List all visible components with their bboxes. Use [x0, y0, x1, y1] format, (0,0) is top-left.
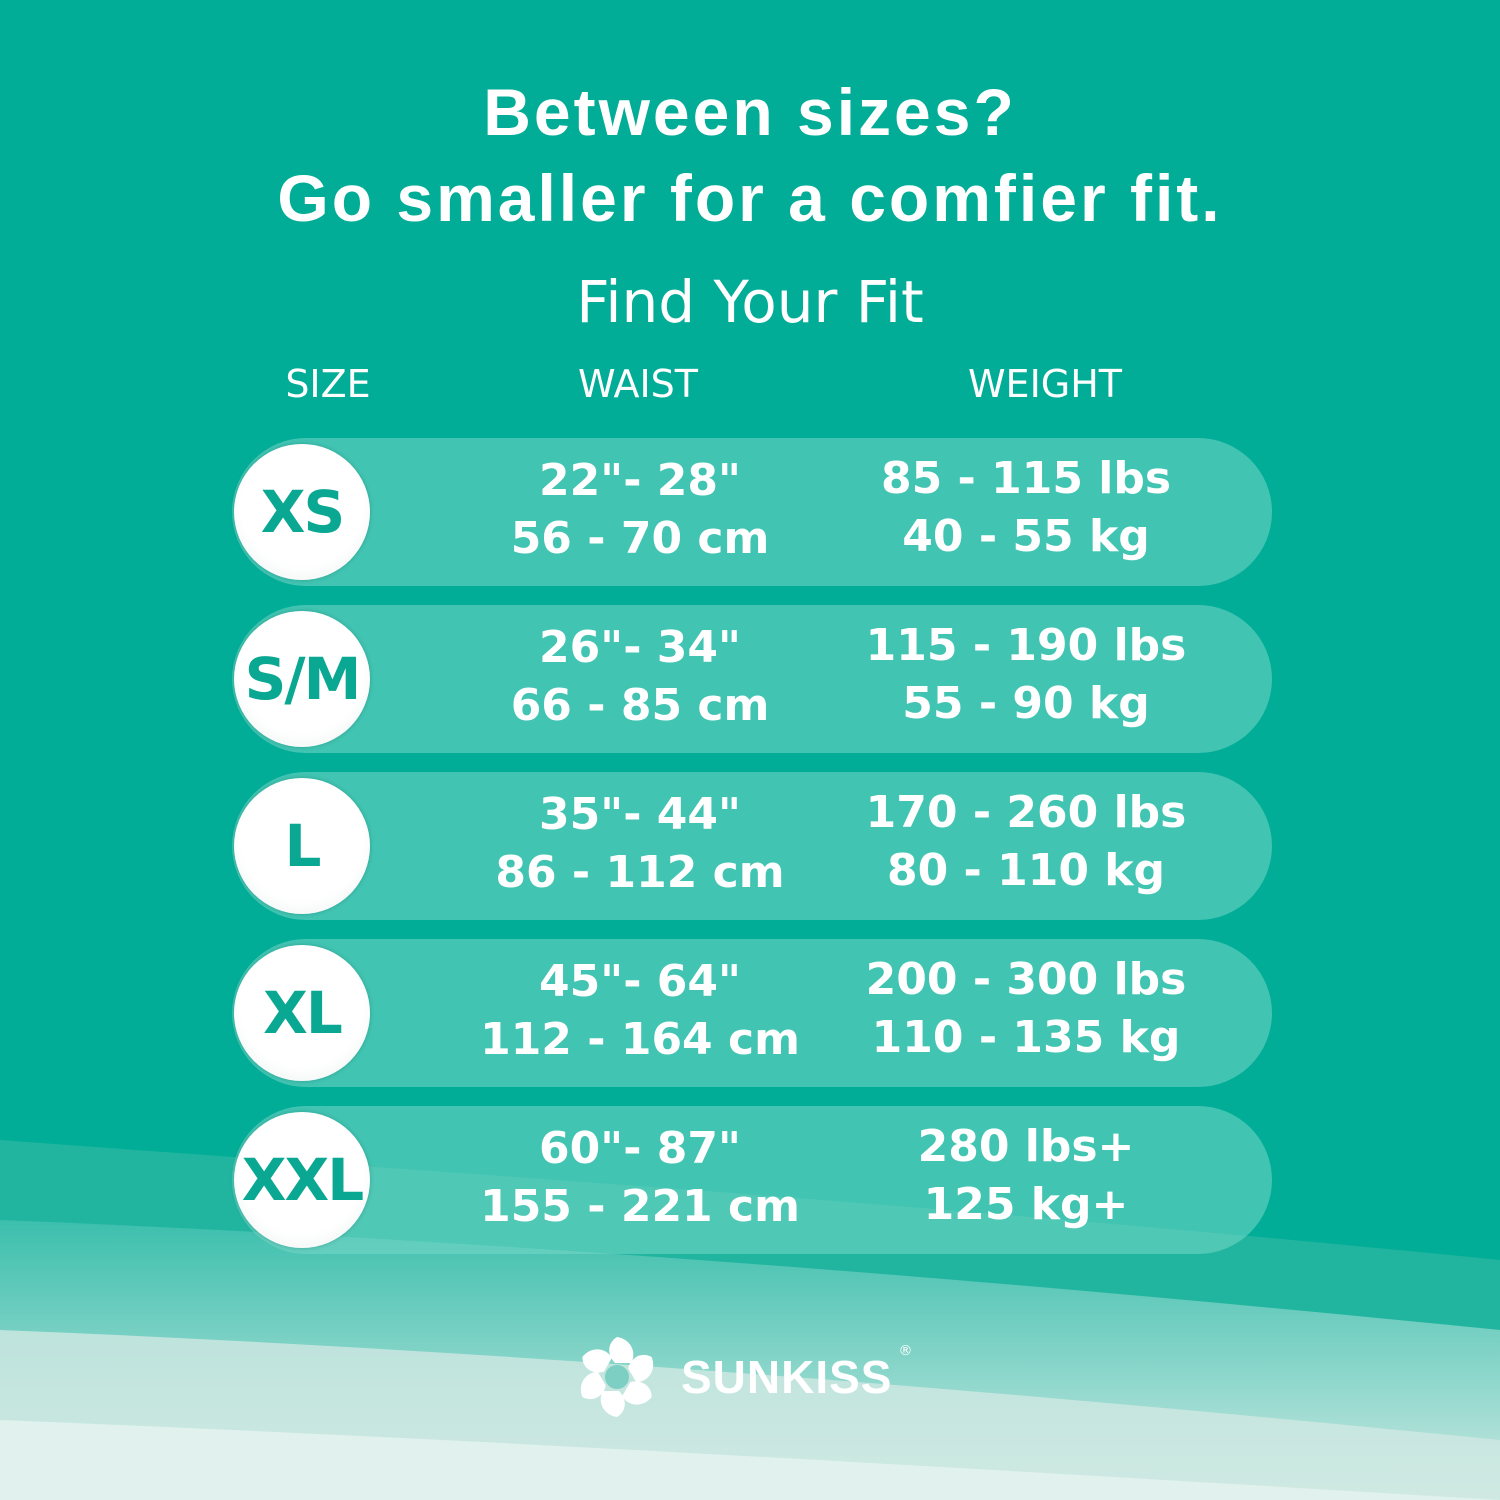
- column-header-size: SIZE: [285, 362, 371, 406]
- registered-mark: ®: [898, 1343, 913, 1359]
- waist-cm: 66 - 85 cm: [510, 680, 770, 731]
- size-row-sm: S/M 26"- 34" 66 - 85 cm 115 - 190 lbs 55 -…: [232, 605, 1272, 753]
- waist-cm: 86 - 112 cm: [495, 847, 785, 898]
- weight-kg: 40 - 55 kg: [902, 511, 1150, 562]
- size-badge: XS: [234, 444, 370, 580]
- waist-inches: 26"- 34": [539, 622, 741, 673]
- weight-lbs: 280 lbs+: [917, 1121, 1135, 1172]
- size-badge: XXL: [234, 1112, 370, 1248]
- brand-logo: SUNKISS ®: [575, 1335, 912, 1419]
- weight-kg: 125 kg+: [923, 1179, 1129, 1230]
- waist-cm: 155 - 221 cm: [480, 1181, 800, 1232]
- waist-cell: 22"- 28" 56 - 70 cm: [511, 452, 770, 568]
- waist-cell: 45"- 64" 112 - 164 cm: [480, 953, 800, 1069]
- waist-inches: 22"- 28": [539, 455, 741, 506]
- waist-cell: 35"- 44" 86 - 112 cm: [495, 786, 784, 902]
- weight-cell: 200 - 300 lbs 110 - 135 kg: [866, 951, 1187, 1067]
- size-row-xl: XL 45"- 64" 112 - 164 cm 200 - 300 lbs 110…: [232, 939, 1272, 1087]
- column-header-waist: WAIST: [577, 362, 699, 406]
- waist-cell: 60"- 87" 155 - 221 cm: [480, 1120, 800, 1236]
- weight-cell: 280 lbs+ 125 kg+: [918, 1118, 1135, 1234]
- size-badge: XL: [234, 945, 370, 1081]
- weight-cell: 170 - 260 lbs 80 - 110 kg: [866, 784, 1187, 900]
- waist-inches: 35"- 44": [539, 789, 741, 840]
- waist-cm: 56 - 70 cm: [510, 513, 770, 564]
- size-row-xs: XS 22"- 28" 56 - 70 cm 85 - 115 lbs 40 - 5…: [232, 438, 1272, 586]
- weight-lbs: 170 - 260 lbs: [865, 787, 1187, 838]
- weight-cell: 85 - 115 lbs 40 - 55 kg: [881, 450, 1171, 566]
- waist-inches: 60"- 87": [539, 1123, 741, 1174]
- size-badge: L: [234, 778, 370, 914]
- waist-cm: 112 - 164 cm: [480, 1014, 800, 1065]
- weight-lbs: 85 - 115 lbs: [880, 453, 1172, 504]
- waist-cell: 26"- 34" 66 - 85 cm: [511, 619, 770, 735]
- weight-kg: 80 - 110 kg: [886, 845, 1166, 896]
- size-row-l: L 35"- 44" 86 - 112 cm 170 - 260 lbs 80 - …: [232, 772, 1272, 920]
- brand-name: SUNKISS: [681, 1351, 893, 1403]
- headline-line2: Go smaller for a comfier fit.: [277, 161, 1223, 235]
- subtitle: Find Your Fit: [576, 268, 924, 336]
- headline-line1: Between sizes?: [483, 75, 1017, 149]
- column-header-weight: WEIGHT: [967, 362, 1123, 406]
- weight-kg: 110 - 135 kg: [871, 1012, 1181, 1063]
- weight-lbs: 115 - 190 lbs: [865, 620, 1187, 671]
- weight-cell: 115 - 190 lbs 55 - 90 kg: [866, 617, 1187, 733]
- flower-logo-icon: [580, 1337, 654, 1417]
- waist-inches: 45"- 64": [539, 956, 741, 1007]
- size-row-xxl: XXL 60"- 87" 155 - 221 cm 280 lbs+ 125 kg+: [232, 1106, 1272, 1254]
- size-badge: S/M: [234, 611, 370, 747]
- weight-lbs: 200 - 300 lbs: [865, 954, 1187, 1005]
- weight-kg: 55 - 90 kg: [902, 678, 1150, 729]
